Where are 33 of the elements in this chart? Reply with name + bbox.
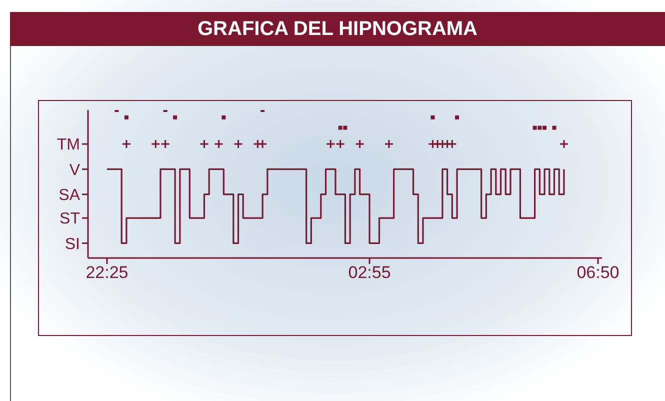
point xyxy=(532,126,537,130)
point xyxy=(173,115,178,120)
text: TM xyxy=(56,136,80,154)
point xyxy=(336,139,346,149)
point xyxy=(258,139,268,149)
text: SI xyxy=(64,236,80,253)
point xyxy=(122,139,132,149)
point xyxy=(538,126,542,130)
point xyxy=(326,139,336,149)
point xyxy=(559,139,569,149)
point xyxy=(199,139,209,149)
point xyxy=(542,126,547,130)
point xyxy=(447,139,457,149)
point xyxy=(552,126,556,130)
text: V xyxy=(69,162,80,179)
point xyxy=(150,139,160,149)
point xyxy=(430,115,435,120)
point xyxy=(338,126,342,130)
point xyxy=(222,115,226,120)
point xyxy=(234,139,244,149)
point xyxy=(124,115,128,120)
text: ST xyxy=(60,210,80,228)
x-tick-label: 06:50 xyxy=(576,263,620,282)
point xyxy=(160,139,170,149)
chart-title: GRAFICA DEL HIPNOGRAMA xyxy=(10,12,665,46)
point xyxy=(355,139,365,149)
x-tick-label: 02:55 xyxy=(348,263,391,282)
text: SA xyxy=(58,187,80,204)
point xyxy=(455,115,460,120)
point xyxy=(384,139,394,149)
point xyxy=(214,139,224,149)
point xyxy=(343,126,348,130)
x-tick-label: 22:25 xyxy=(86,263,128,282)
